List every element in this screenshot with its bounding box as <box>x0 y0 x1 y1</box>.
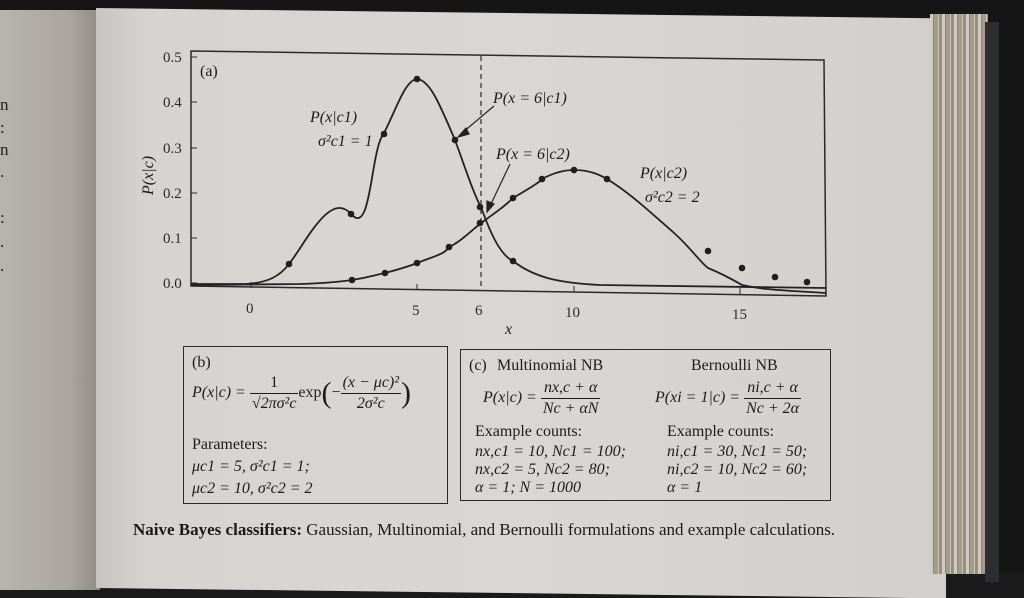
y-tick-label: 0.2 <box>163 186 182 202</box>
formula-lhs: P(x|c) = <box>192 384 246 402</box>
bern-example-line: ni,c2 = 10, Nc2 = 60; <box>667 461 808 478</box>
panel-c-box: (c) Multinomial NB Bernoulli NB P(x|c) =… <box>460 349 831 501</box>
y-tick-label: 0.3 <box>163 141 182 157</box>
bern-example-title: Example counts: <box>667 423 775 440</box>
bern-example-line: ni,c1 = 30, Nc1 = 50; <box>667 443 808 460</box>
curve-c1 <box>191 78 827 289</box>
left-page-fragment: . <box>0 162 5 181</box>
left-page-fragment: : <box>0 118 5 137</box>
multi-example-title: Example counts: <box>475 423 583 440</box>
multinomial-title: Multinomial NB <box>497 357 604 374</box>
annotation-c2: P(x = 6|c2) <box>495 146 570 163</box>
panel-a-label: (a) <box>200 63 218 80</box>
left-page-fragment: . <box>0 256 5 275</box>
x-tick-label: 6 <box>475 303 483 319</box>
curve-c1-label: P(x|c1) <box>309 109 357 126</box>
params-title: Parameters: <box>192 436 268 453</box>
params-line-2: μc2 = 10, σ²c2 = 2 <box>192 480 313 497</box>
params-line-1: μc1 = 5, σ²c1 = 1; <box>192 458 310 475</box>
annotation-c1: P(x = 6|c1) <box>492 90 567 107</box>
curve-c1-variance: σ²c1 = 1 <box>318 133 373 150</box>
y-tick-label: 0.0 <box>163 276 182 292</box>
multinomial-formula: P(x|c) = nx,c + α Nc + αN <box>483 379 601 417</box>
left-page-fragment: n <box>0 95 9 114</box>
y-axis: 0.0 0.1 0.2 0.3 0.4 0.5 P(x|c) <box>140 50 197 292</box>
x-tick-label: 5 <box>412 303 420 319</box>
x-tick-label: 10 <box>565 305 580 321</box>
bern-example-line: α = 1 <box>667 479 703 496</box>
y-tick-label: 0.5 <box>163 50 182 66</box>
multi-example-line: α = 1; N = 1000 <box>475 479 581 496</box>
multi-example-line: nx,c1 = 10, Nc1 = 100; <box>475 443 626 460</box>
page-edges <box>930 14 988 574</box>
bernoulli-formula: P(xi = 1|c) = ni,c + α Nc + 2α <box>655 379 802 417</box>
plot-frame <box>190 50 827 297</box>
curve-c2-label: P(x|c2) <box>639 165 687 182</box>
curve-c2 <box>190 169 827 294</box>
chart-panel-a: 0.0 0.1 0.2 0.3 0.4 0.5 P(x|c) 0 5 6 10 … <box>140 50 827 338</box>
panel-b-box: (b) P(x|c) = 1 √2πσ²c exp(− (x − μc)² 2σ²c) … <box>183 346 448 504</box>
x-tick-label: 0 <box>246 301 254 317</box>
y-tick-label: 0.4 <box>163 95 182 111</box>
y-tick-label: 0.1 <box>163 231 182 247</box>
panel-b-label: (b) <box>192 354 211 371</box>
caption-bold: Naive Bayes classifiers: <box>133 520 303 539</box>
x-tick-label: 15 <box>732 307 747 323</box>
left-page-fragment: . <box>0 232 5 251</box>
left-page-fragment: : <box>0 208 5 227</box>
bernoulli-title: Bernoulli NB <box>691 357 778 374</box>
y-axis-label: P(x|c) <box>140 156 157 196</box>
curve-c2-variance: σ²c2 = 2 <box>645 189 700 206</box>
c2-markers <box>348 166 811 286</box>
left-page-fragment: n <box>0 140 9 159</box>
annotation-arrows <box>456 105 511 214</box>
gaussian-formula: P(x|c) = 1 √2πσ²c exp(− (x − μc)² 2σ²c) <box>192 374 412 412</box>
panel-c-label: (c) <box>469 357 487 374</box>
book-cover <box>985 22 999 582</box>
c1-markers <box>285 75 517 268</box>
left-page: n : n . : . . <box>0 10 100 590</box>
x-axis: 0 5 6 10 15 x <box>246 282 747 338</box>
x-axis-label: x <box>504 321 512 338</box>
figure-caption: Naive Bayes classifiers: Gaussian, Multi… <box>133 518 873 542</box>
caption-text: Gaussian, Multinomial, and Bernoulli for… <box>302 520 836 539</box>
formula-fraction: 1 √2πσ²c <box>249 374 299 412</box>
multi-example-line: nx,c2 = 5, Nc2 = 80; <box>475 461 610 478</box>
